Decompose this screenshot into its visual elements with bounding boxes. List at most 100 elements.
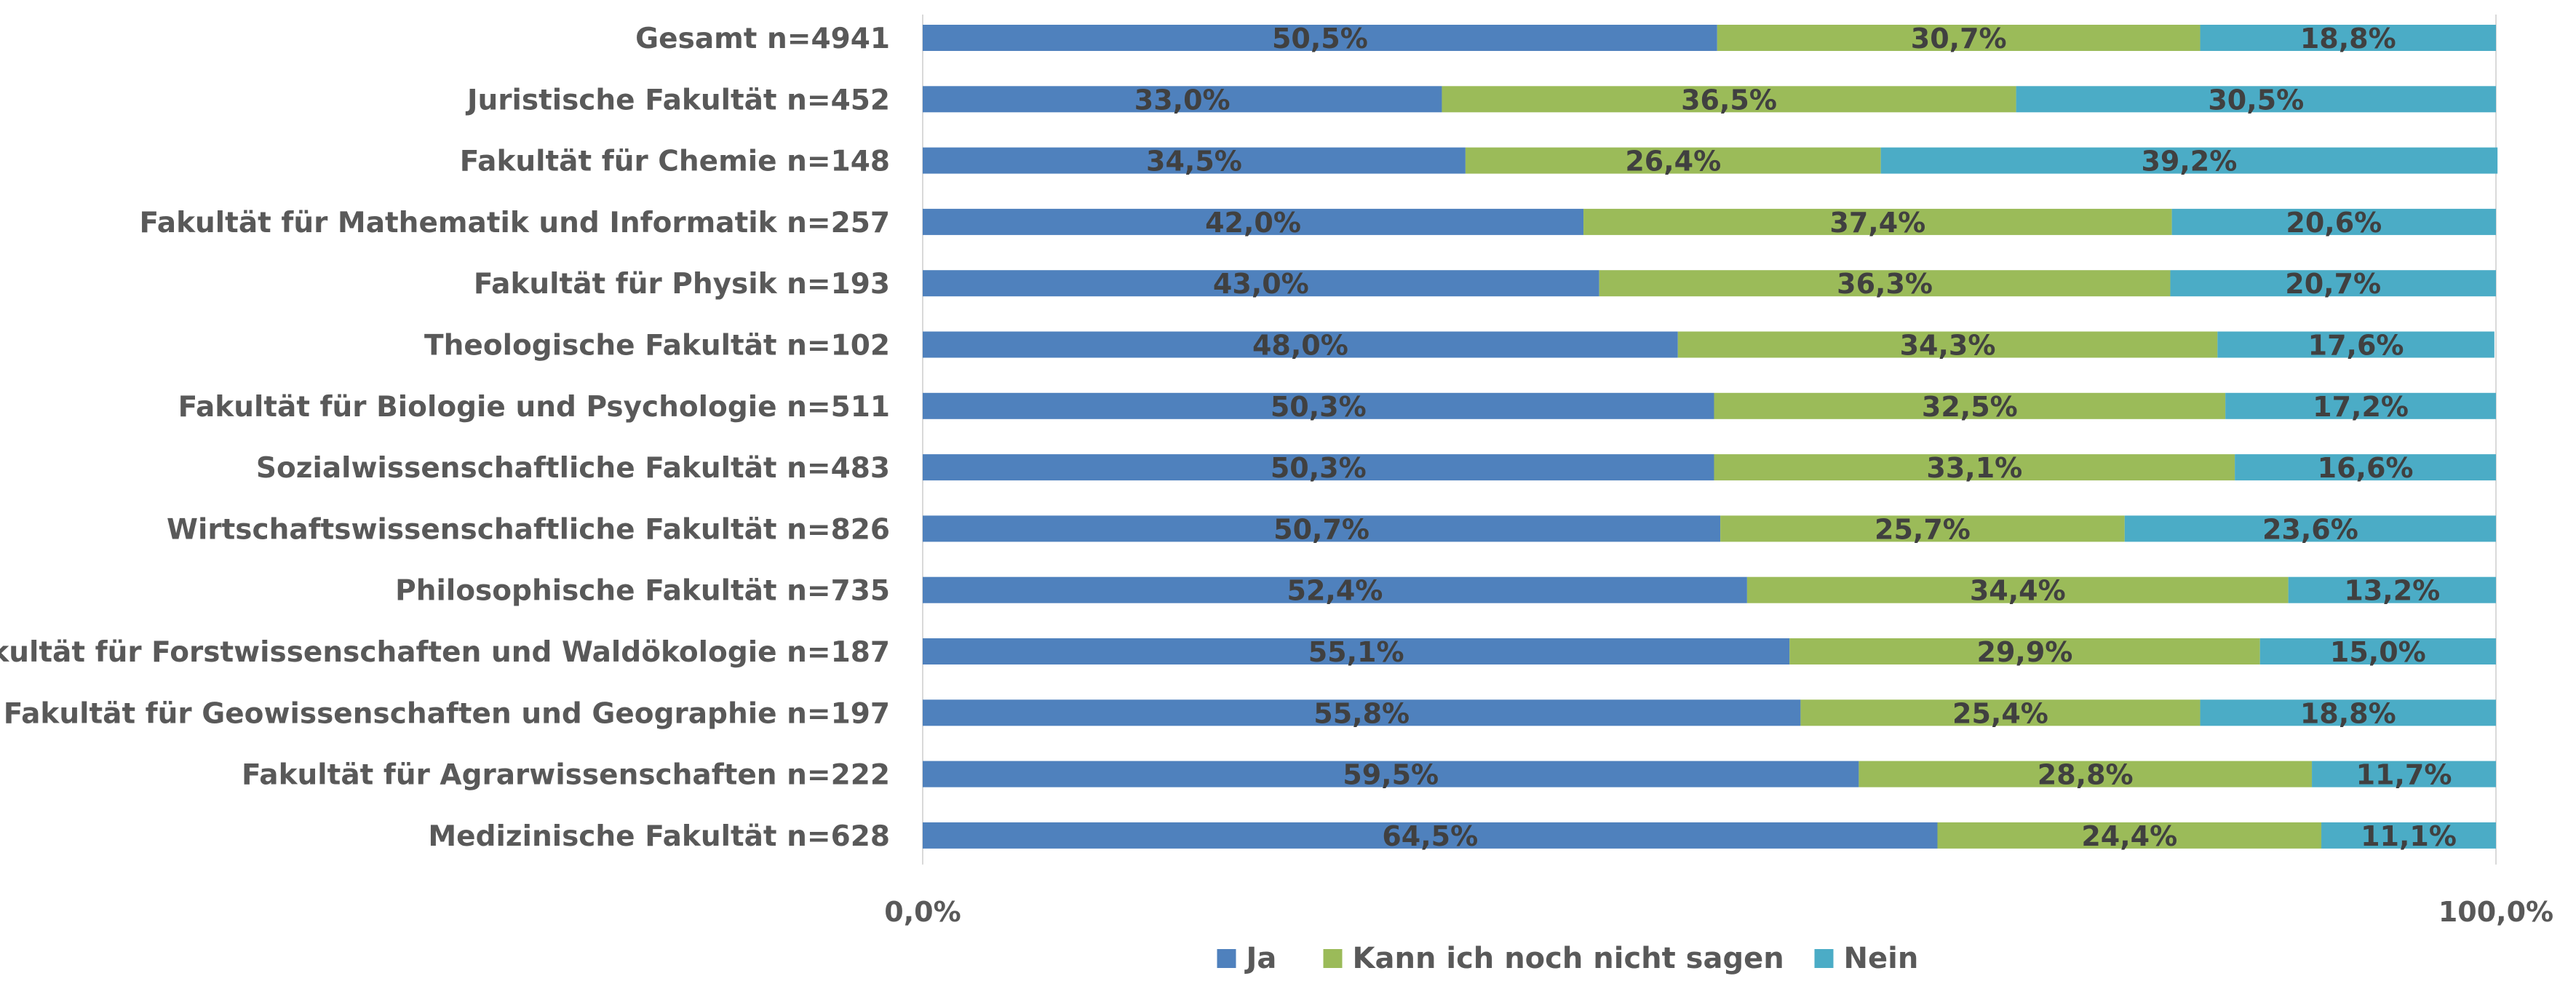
data-label: 36,3% — [1837, 268, 1933, 300]
bar-segment-ja — [923, 454, 1714, 481]
category-label: Fakultät für Agrarwissenschaften n=222 — [242, 759, 890, 792]
data-label: 24,4% — [2081, 820, 2177, 852]
x-tick-label: 0,0% — [884, 896, 961, 928]
bar-segment-ja — [923, 761, 1859, 787]
bar-segment-nein — [2016, 86, 2496, 113]
category-label: Fakultät für Physik n=193 — [474, 268, 890, 301]
data-label: 55,1% — [1308, 636, 1404, 668]
bar-segment-kann-ich-noch-nicht-sagen — [1714, 392, 2226, 419]
data-label: 64,5% — [1382, 820, 1478, 852]
data-label: 25,4% — [1952, 697, 2048, 729]
legend-swatch-ja — [1217, 949, 1236, 968]
bar-segment-kann-ich-noch-nicht-sagen — [1937, 822, 2322, 849]
bar-row: Fakultät für Mathematik und Informatik n… — [139, 207, 2496, 239]
category-label: Sozialwissenschaftliche Fakultät n=483 — [256, 452, 890, 485]
bar-row: Fakultät für Chemie n=148 34,5% 26,4% 39,2% — [460, 146, 2498, 178]
legend: Ja Kann ich noch nicht sagen Nein — [1217, 942, 1919, 975]
bar-segment-kann-ich-noch-nicht-sagen — [1442, 86, 2016, 113]
data-label: 42,0% — [1205, 207, 1301, 239]
bar-segment-ja — [923, 147, 1466, 174]
data-label: 48,0% — [1252, 330, 1348, 362]
data-label: 50,3% — [1271, 452, 1367, 484]
legend-label: Kann ich noch nicht sagen — [1353, 942, 1784, 975]
category-label: Juristische Fakultät n=452 — [465, 84, 890, 116]
data-label: 59,5% — [1343, 759, 1439, 791]
data-label: 20,6% — [2286, 207, 2382, 239]
data-label: 50,7% — [1273, 513, 1370, 545]
bar-segment-ja — [923, 208, 1584, 235]
bar-row: Wirtschaftswissenschaftliche Fakultät n=… — [167, 513, 2496, 546]
bar-row: Medizinische Fakultät n=628 64,5% 24,4% 11,… — [428, 820, 2496, 853]
bar-segment-ja — [923, 576, 1747, 603]
category-label: Fakultät für Mathematik und Informatik n… — [139, 207, 890, 239]
data-label: 17,6% — [2308, 330, 2404, 362]
bar-segment-nein — [2200, 699, 2496, 726]
data-label: 52,4% — [1287, 575, 1383, 607]
data-label: 50,3% — [1271, 391, 1367, 423]
bar-row: Sozialwissenschaftliche Fakultät n=483 50… — [256, 452, 2496, 485]
bar-segment-nein — [2171, 208, 2496, 235]
data-label: 16,6% — [2318, 452, 2414, 484]
data-label: 33,1% — [1926, 452, 2022, 484]
category-label: Fakultät für Forstwissenschaften und Wal… — [0, 636, 890, 669]
bar-segment-kann-ich-noch-nicht-sagen — [1599, 270, 2171, 297]
bar-segment-ja — [923, 638, 1790, 664]
bar-segment-nein — [2217, 331, 2494, 358]
data-label: 28,8% — [2038, 759, 2134, 791]
bar-row: Juristische Fakultät n=452 33,0% 36,5% 30,5… — [465, 84, 2496, 116]
bar-segment-ja — [923, 25, 1717, 51]
data-label: 20,7% — [2285, 268, 2381, 300]
bar-row: Fakultät für Geowissenschaften und Geogr… — [4, 697, 2496, 730]
bar-segment-kann-ich-noch-nicht-sagen — [1583, 208, 2172, 235]
bar-segment-kann-ich-noch-nicht-sagen — [1789, 638, 2260, 664]
data-label: 34,5% — [1146, 146, 1242, 178]
legend-swatch-nein — [1814, 949, 1834, 968]
data-label: 34,4% — [1970, 575, 2066, 607]
data-label: 50,5% — [1272, 23, 1368, 55]
bar-segment-nein — [2124, 515, 2496, 542]
category-label: Medizinische Fakultät n=628 — [428, 820, 890, 853]
bar-segment-nein — [2312, 761, 2496, 787]
data-label: 30,7% — [1911, 23, 2007, 55]
data-label: 25,7% — [1875, 513, 1971, 545]
bar-row: Gesamt n=4941 50,5% 30,7% 18,8% — [635, 23, 2496, 55]
data-label: 33,0% — [1134, 84, 1231, 116]
category-label: Wirtschaftswissenschaftliche Fakultät n=… — [167, 513, 890, 546]
bar-segment-kann-ich-noch-nicht-sagen — [1465, 147, 1881, 174]
bar-segment-nein — [2235, 454, 2496, 481]
bar-segment-ja — [923, 331, 1678, 358]
bar-segment-nein — [1880, 147, 2498, 174]
bar-row: Philosophische Fakultät n=735 52,4% 34,4% 1… — [395, 575, 2496, 608]
data-label: 11,7% — [2356, 759, 2452, 791]
bar-segment-nein — [2259, 638, 2496, 664]
bar-segment-nein — [2200, 25, 2496, 51]
data-label: 32,5% — [1922, 391, 2018, 423]
bar-segment-kann-ich-noch-nicht-sagen — [1720, 515, 2125, 542]
bar-segment-nein — [2321, 822, 2496, 849]
bar-row: Fakultät für Physik n=193 43,0% 36,3% 20,7% — [474, 268, 2496, 301]
bar-segment-ja — [923, 392, 1714, 419]
bar-segment-ja — [923, 515, 1721, 542]
data-label: 34,3% — [1900, 330, 1996, 362]
data-label: 11,1% — [2361, 820, 2457, 852]
bar-segment-kann-ich-noch-nicht-sagen — [1800, 699, 2201, 726]
legend-swatch-kann-ich-noch-nicht-sagen — [1323, 949, 1343, 968]
bar-segment-kann-ich-noch-nicht-sagen — [1677, 331, 2218, 358]
data-label: 39,2% — [2141, 146, 2237, 178]
bar-row: Fakultät für Forstwissenschaften und Wal… — [0, 636, 2496, 669]
category-label: Fakultät für Chemie n=148 — [460, 146, 890, 178]
data-label: 36,5% — [1681, 84, 1777, 116]
data-label: 43,0% — [1213, 268, 1309, 300]
data-label: 30,5% — [2208, 84, 2304, 116]
bar-row: Fakultät für Agrarwissenschaften n=222 59… — [242, 759, 2496, 792]
bar-row: Fakultät für Biologie und Psychologie n=… — [178, 391, 2496, 424]
data-label: 55,8% — [1313, 697, 1410, 729]
category-label: Gesamt n=4941 — [635, 23, 890, 55]
legend-label: Ja — [1244, 942, 1277, 975]
category-label: Fakultät für Geowissenschaften und Geogr… — [4, 697, 890, 730]
bar-segment-nein — [2170, 270, 2496, 297]
category-label: Philosophische Fakultät n=735 — [395, 575, 890, 608]
data-label: 26,4% — [1625, 146, 1721, 178]
legend-label: Nein — [1844, 942, 1919, 975]
data-label: 17,2% — [2313, 391, 2409, 423]
